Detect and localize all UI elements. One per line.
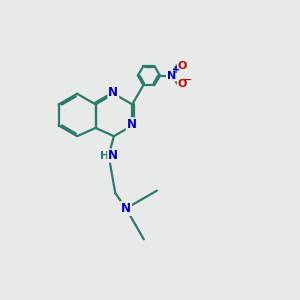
Text: +: + (172, 65, 180, 75)
Text: N: N (167, 70, 176, 80)
Text: O: O (178, 61, 187, 71)
Text: −: − (183, 75, 193, 85)
Text: N: N (127, 118, 137, 131)
Text: H: H (100, 151, 110, 160)
Text: O: O (178, 79, 187, 89)
Text: N: N (108, 149, 118, 162)
Text: N: N (108, 86, 118, 99)
Text: N: N (121, 202, 131, 215)
